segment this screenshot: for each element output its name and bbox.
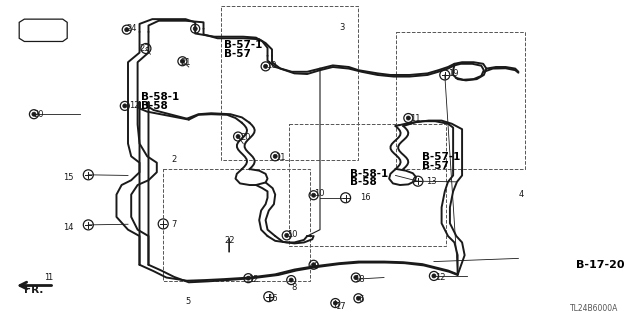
Text: B-57: B-57 bbox=[224, 48, 251, 59]
Text: 16: 16 bbox=[360, 193, 371, 202]
Text: 2: 2 bbox=[172, 155, 177, 164]
Circle shape bbox=[193, 27, 197, 31]
Circle shape bbox=[356, 296, 360, 300]
Text: 10: 10 bbox=[266, 61, 276, 70]
Text: 1: 1 bbox=[44, 273, 49, 282]
Circle shape bbox=[32, 112, 36, 116]
Text: 10: 10 bbox=[287, 230, 297, 239]
Circle shape bbox=[333, 301, 337, 305]
Text: 10: 10 bbox=[314, 189, 324, 198]
Text: B-58-1: B-58-1 bbox=[350, 169, 388, 179]
Text: 13: 13 bbox=[426, 177, 436, 186]
Bar bbox=[289, 124, 446, 246]
Text: 16: 16 bbox=[268, 294, 278, 303]
Text: 18: 18 bbox=[354, 275, 365, 284]
Text: 5: 5 bbox=[186, 297, 191, 306]
Text: 11: 11 bbox=[410, 114, 420, 122]
Text: 11: 11 bbox=[275, 153, 285, 162]
Text: 12: 12 bbox=[435, 273, 445, 282]
Text: B-17-20: B-17-20 bbox=[576, 260, 625, 270]
Circle shape bbox=[289, 278, 293, 282]
Text: 9: 9 bbox=[314, 262, 319, 271]
Circle shape bbox=[406, 116, 410, 120]
Text: 21: 21 bbox=[180, 58, 191, 67]
Text: B-58: B-58 bbox=[141, 101, 168, 111]
Bar bbox=[396, 32, 525, 169]
Text: 17: 17 bbox=[335, 302, 346, 311]
Text: B-57: B-57 bbox=[422, 161, 449, 171]
Text: FR.: FR. bbox=[24, 285, 43, 295]
Circle shape bbox=[264, 64, 268, 68]
Text: 19: 19 bbox=[448, 69, 458, 78]
Circle shape bbox=[273, 154, 277, 158]
Text: 22: 22 bbox=[224, 236, 234, 245]
Circle shape bbox=[236, 135, 240, 138]
Circle shape bbox=[432, 274, 436, 278]
Text: 1: 1 bbox=[47, 273, 52, 282]
Text: 7: 7 bbox=[171, 220, 176, 229]
Text: 12: 12 bbox=[129, 101, 140, 110]
Text: B-58-1: B-58-1 bbox=[141, 92, 179, 102]
Circle shape bbox=[123, 104, 127, 108]
Text: 12: 12 bbox=[248, 275, 259, 284]
Text: B-58: B-58 bbox=[350, 177, 377, 188]
Text: 20: 20 bbox=[240, 133, 250, 142]
Text: 14: 14 bbox=[63, 223, 73, 232]
Text: 4: 4 bbox=[518, 190, 524, 199]
Text: 3: 3 bbox=[339, 23, 344, 32]
Bar bbox=[221, 6, 358, 160]
Text: TL24B6000A: TL24B6000A bbox=[570, 304, 618, 313]
Circle shape bbox=[312, 193, 316, 197]
Text: 24: 24 bbox=[127, 24, 137, 33]
Bar bbox=[163, 169, 310, 281]
Circle shape bbox=[354, 276, 358, 279]
Text: B-57-1: B-57-1 bbox=[224, 40, 262, 50]
Text: 8: 8 bbox=[291, 283, 296, 292]
Circle shape bbox=[285, 234, 289, 237]
Text: 20: 20 bbox=[33, 110, 44, 119]
Text: 23: 23 bbox=[140, 44, 150, 53]
Circle shape bbox=[246, 276, 250, 280]
Circle shape bbox=[312, 263, 316, 267]
Text: B-57-1: B-57-1 bbox=[422, 152, 461, 162]
Text: 6: 6 bbox=[358, 295, 364, 304]
Circle shape bbox=[180, 59, 184, 63]
Text: 15: 15 bbox=[63, 173, 73, 182]
Circle shape bbox=[125, 28, 129, 32]
